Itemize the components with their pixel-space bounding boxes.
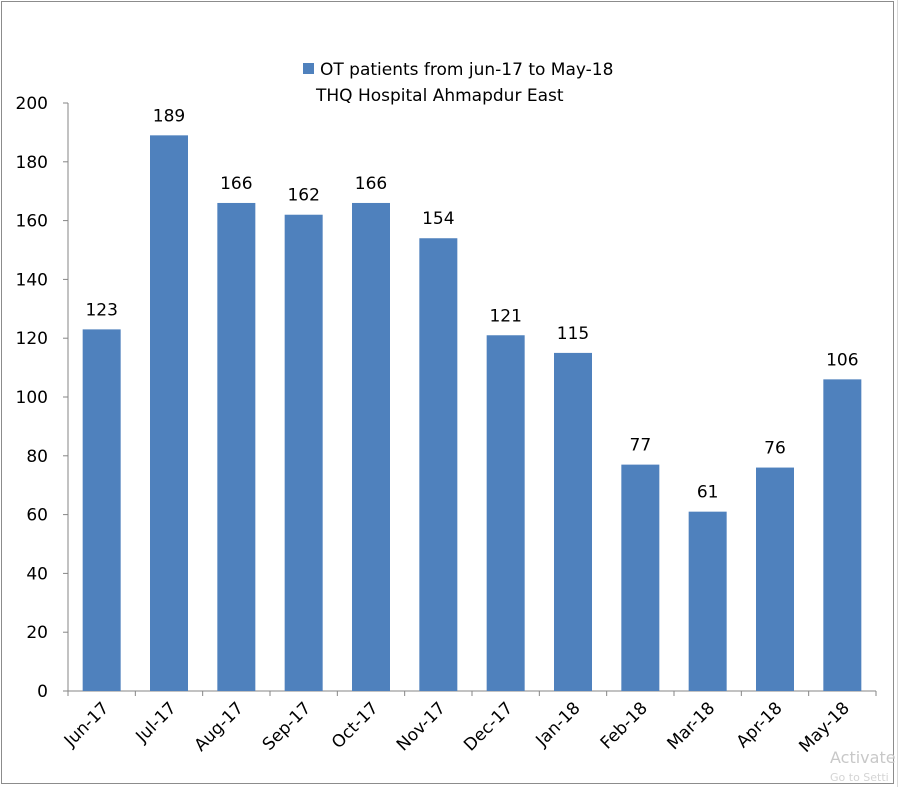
data-label: 166 (220, 174, 252, 194)
y-tick-label: 100 (16, 388, 48, 408)
data-label: 121 (489, 306, 521, 326)
legend-label-line1: OT patients from jun-17 to May-18 (320, 60, 613, 80)
bar-feb-18[interactable] (621, 464, 660, 691)
bar-may-18[interactable] (823, 379, 862, 691)
y-tick-label: 140 (16, 270, 48, 290)
bar-aug-17[interactable] (217, 202, 256, 691)
y-tick-label: 20 (26, 623, 48, 643)
bar-nov-17[interactable] (419, 238, 458, 692)
data-labels: 123 189 166 162 166 154 121 115 77 61 76 106 (85, 106, 858, 502)
x-tick-label: Feb-18 (597, 698, 652, 753)
data-label: 154 (422, 209, 454, 229)
bar-apr-18[interactable] (756, 467, 794, 691)
data-label: 189 (153, 106, 185, 126)
x-tick-label: Aug-17 (191, 698, 248, 755)
x-tick-label: Jul-17 (132, 698, 181, 747)
legend-swatch (303, 63, 314, 74)
y-tick-label: 120 (16, 329, 48, 349)
bars (82, 135, 862, 692)
x-tick-label: Nov-17 (393, 698, 450, 755)
y-tick-label: 160 (16, 212, 48, 232)
bar-jun-17[interactable] (82, 329, 121, 691)
y-tick-label: 180 (16, 153, 48, 173)
data-label: 162 (287, 186, 319, 206)
x-tick-label: Oct-17 (328, 698, 383, 753)
y-tick-label: 80 (26, 447, 48, 467)
y-tick-label: 40 (26, 564, 48, 584)
data-label: 76 (764, 439, 786, 459)
bar-jul-17[interactable] (150, 135, 188, 692)
data-label: 61 (697, 483, 719, 503)
legend-label-line2: THQ Hospital Ahmapdur East (315, 86, 564, 106)
bar-mar-18[interactable] (688, 511, 727, 691)
legend: OT patients from jun-17 to May-18 THQ Ho… (303, 60, 613, 106)
x-tick-label: Jun-17 (60, 698, 113, 751)
bar-oct-17[interactable] (352, 202, 390, 691)
sheet-gridline (897, 0, 898, 787)
y-tick-label: 200 (16, 94, 48, 114)
x-tick-label: Dec-17 (460, 698, 517, 755)
x-axis: Jun-17 Jul-17 Aug-17 Sep-17 Oct-17 Nov-17 Dec-… (60, 690, 877, 757)
activation-watermark: Activate (830, 748, 896, 767)
data-label: 166 (355, 174, 387, 194)
x-tick-label: Mar-18 (664, 698, 720, 754)
x-tick-label: Apr-18 (733, 698, 787, 752)
bar-sep-17[interactable] (284, 214, 323, 691)
y-tick-label: 0 (37, 682, 48, 702)
x-tick-label: Sep-17 (259, 698, 315, 754)
bar-chart: 0 20 40 60 80 100 120 140 160 180 200 Jun-17 Jul-17… (16, 60, 877, 757)
data-label: 77 (630, 436, 652, 456)
y-axis: 0 20 40 60 80 100 120 140 160 180 200 (16, 94, 69, 702)
data-label: 115 (557, 324, 589, 344)
bar-jan-18[interactable] (554, 352, 592, 691)
data-label: 123 (85, 300, 117, 320)
activation-watermark-sub: Go to Setti (830, 771, 889, 784)
bar-dec-17[interactable] (486, 335, 525, 691)
data-label: 106 (826, 350, 858, 370)
x-tick-label: Jan-18 (532, 698, 585, 751)
y-tick-label: 60 (26, 506, 48, 526)
